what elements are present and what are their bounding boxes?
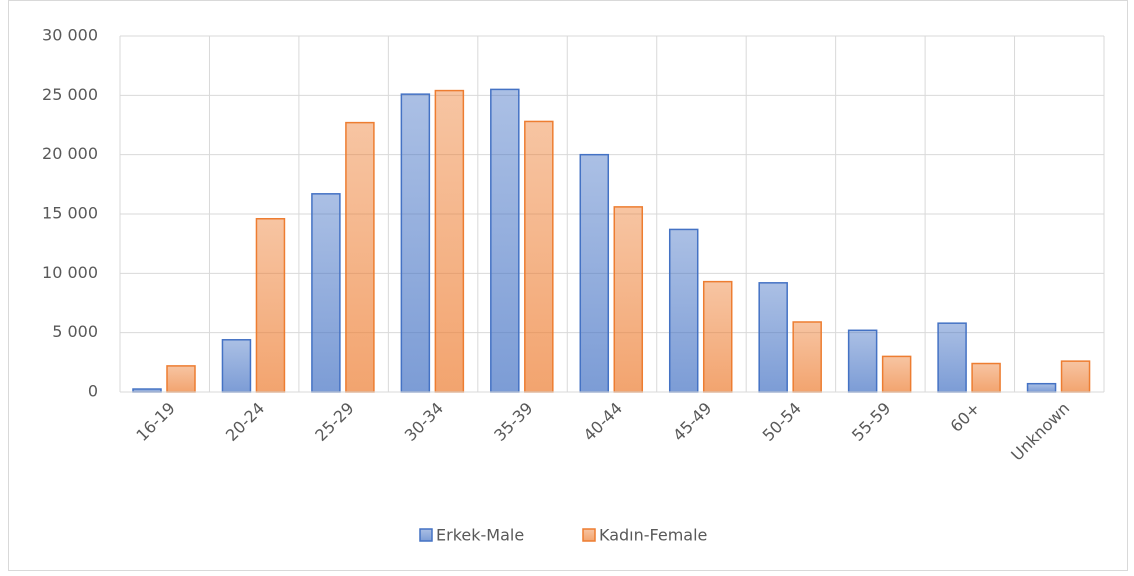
bar — [579, 153, 610, 393]
y-tick-label: 10 000 — [42, 263, 98, 282]
bar — [400, 93, 431, 393]
legend-label: Kadın-Female — [599, 526, 707, 545]
bar — [434, 89, 465, 393]
bar — [881, 355, 912, 393]
y-tick-label: 0 — [88, 382, 98, 401]
bar — [792, 321, 822, 393]
bar — [613, 206, 644, 393]
legend-label: Erkek-Male — [436, 526, 524, 545]
bar — [971, 362, 1001, 393]
y-tick-label: 25 000 — [42, 85, 98, 104]
bar — [668, 228, 699, 393]
bar — [524, 120, 554, 393]
chart-frame — [8, 0, 1128, 571]
bar — [221, 339, 252, 393]
bar — [847, 329, 878, 393]
y-tick-label: 15 000 — [42, 204, 98, 223]
y-tick-label: 20 000 — [42, 144, 98, 163]
y-tick-label: 5 000 — [52, 322, 98, 341]
bar — [758, 282, 788, 393]
bar — [311, 193, 341, 393]
bar — [1060, 360, 1091, 393]
bar — [255, 217, 286, 393]
bar — [166, 365, 196, 393]
bar — [490, 88, 520, 393]
bar — [937, 322, 967, 393]
bar — [345, 121, 375, 393]
legend-swatch — [419, 528, 433, 542]
legend-swatch — [582, 528, 596, 542]
y-tick-label: 30 000 — [42, 26, 98, 45]
bar — [702, 280, 733, 393]
bar — [1026, 382, 1057, 393]
